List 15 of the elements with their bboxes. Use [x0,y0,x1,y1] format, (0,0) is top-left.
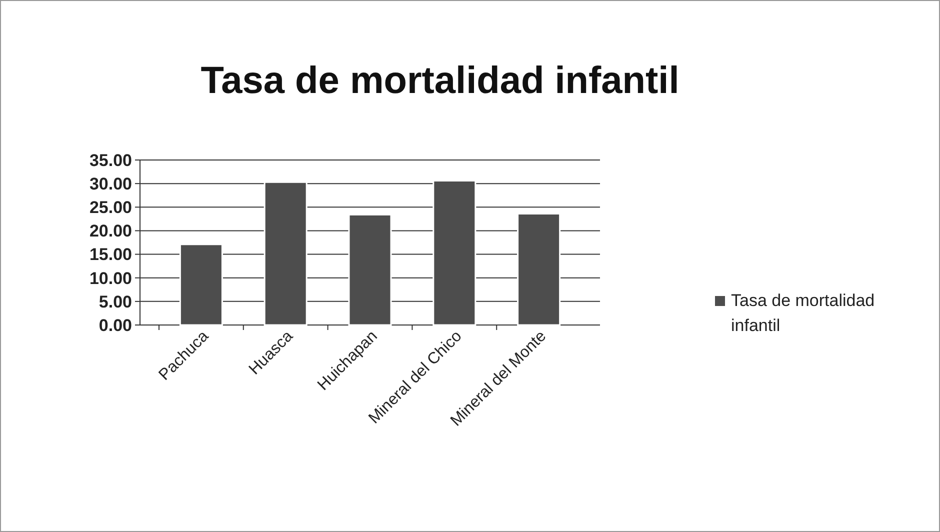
y-tick-label: 20.00 [89,222,132,241]
y-tick-label: 15.00 [89,245,132,264]
y-tick-label: 35.00 [89,150,132,170]
bar [348,214,392,326]
bar [432,180,476,326]
y-tick-label: 25.00 [89,198,132,218]
y-tick-label: 5.00 [98,292,132,312]
y-tick-label: 0.00 [98,316,132,335]
bar [179,244,223,326]
y-tick-label: 30.00 [89,174,132,194]
bar [517,212,561,326]
bar [264,181,308,326]
legend-label: Tasa de mortalidad infantil [731,291,875,335]
y-tick-label: 10.00 [89,268,132,288]
chart-title: Tasa de mortalidad infantil [200,60,680,102]
